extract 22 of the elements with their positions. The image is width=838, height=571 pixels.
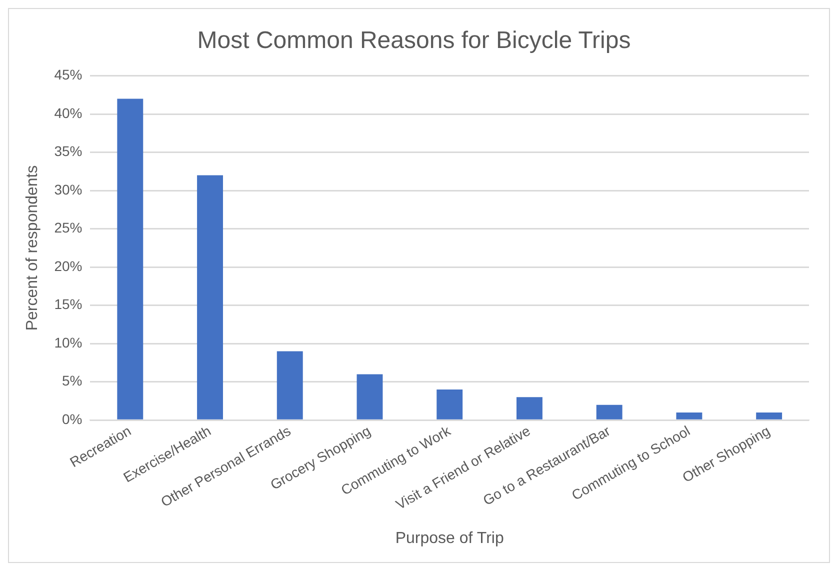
y-tick-label: 5% [62, 372, 82, 389]
y-tick-label: 30% [54, 181, 82, 198]
bar [436, 390, 463, 420]
bar [756, 412, 782, 420]
y-tick-label: 25% [54, 220, 82, 236]
bar [516, 397, 542, 420]
y-tick-label: 15% [54, 296, 82, 312]
y-tick-label: 20% [54, 258, 82, 274]
bar [276, 351, 303, 420]
bar [676, 412, 702, 420]
y-axis-title: Percent of respondents [24, 165, 42, 331]
y-tick-label: 0% [62, 410, 82, 427]
bar [596, 404, 622, 420]
bar [117, 98, 144, 420]
y-tick-label: 40% [54, 104, 82, 121]
x-axis-title: Purpose of Trip [395, 530, 504, 547]
bar [197, 175, 223, 420]
bar [356, 374, 383, 420]
chart-title: Most Common Reasons for Bicycle Trips [197, 27, 631, 54]
y-tick-label: 35% [54, 143, 82, 160]
y-tick-label: 45% [54, 66, 82, 83]
y-tick-label: 10% [54, 334, 82, 350]
